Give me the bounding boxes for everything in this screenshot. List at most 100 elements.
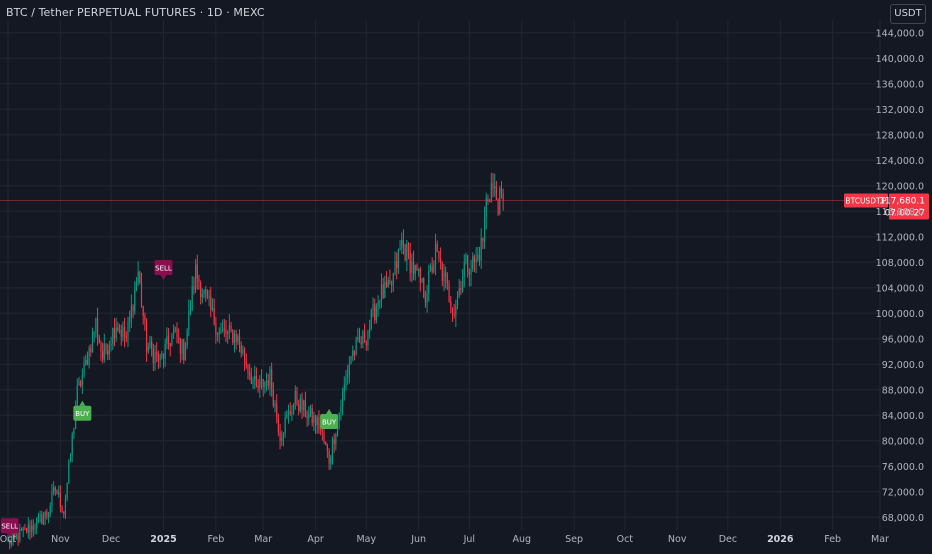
signal-pointer <box>6 533 13 539</box>
candle <box>365 340 367 351</box>
candle <box>144 312 146 331</box>
candle-body <box>490 183 492 202</box>
candle <box>105 343 107 355</box>
candle-body <box>289 411 291 414</box>
candle <box>419 266 421 292</box>
candle <box>176 322 178 344</box>
candle-body <box>188 310 190 330</box>
candle-body <box>272 389 274 406</box>
x-tick-label: Feb <box>824 534 841 545</box>
candle-body <box>178 337 180 339</box>
candle <box>309 404 312 418</box>
candle-body <box>27 524 29 533</box>
currency-button[interactable]: USDT <box>890 4 926 24</box>
candle-body <box>279 432 281 442</box>
y-tick-label: 140,000.0 <box>876 54 924 65</box>
candle <box>445 266 447 289</box>
candle-body <box>129 317 131 322</box>
candle-body <box>181 339 183 354</box>
candle <box>194 259 197 294</box>
candle <box>379 299 381 310</box>
candle-body <box>265 380 268 383</box>
candle <box>200 280 202 305</box>
candle <box>478 246 481 267</box>
candle-body <box>130 305 132 318</box>
candle-body <box>328 450 330 464</box>
candle-body <box>196 264 198 279</box>
candle <box>345 370 347 391</box>
y-tick-label: 136,000.0 <box>876 79 924 90</box>
candle-body <box>53 487 55 493</box>
candle <box>325 441 327 446</box>
candle-body <box>372 304 374 311</box>
candle <box>257 379 259 393</box>
candle-body <box>36 518 38 529</box>
candle <box>431 257 433 275</box>
signal-badge <box>0 518 19 534</box>
candle-body <box>480 237 482 261</box>
candle <box>502 188 504 211</box>
candle <box>218 327 220 344</box>
x-tick-label: May <box>356 534 376 545</box>
candle-body <box>500 188 503 194</box>
candle <box>483 206 486 249</box>
signal-label: BUY <box>75 410 90 418</box>
candle-body <box>502 193 504 201</box>
buy-signal: BUY <box>73 400 92 421</box>
candle-body <box>426 293 428 303</box>
candle-body <box>206 291 209 298</box>
candle-body <box>313 415 315 424</box>
candle-body <box>117 327 119 331</box>
candle <box>242 345 244 356</box>
candle-body <box>458 287 460 296</box>
candle <box>286 410 288 420</box>
candle <box>455 299 457 327</box>
candle <box>198 274 200 290</box>
candle <box>269 366 271 396</box>
candle <box>44 510 46 526</box>
candle <box>453 304 455 319</box>
candle-body <box>358 337 361 342</box>
symbol-tag-text: BTCUSDT.P <box>845 197 887 206</box>
candle <box>7 534 9 543</box>
candle-body <box>120 329 122 337</box>
candle <box>495 180 497 201</box>
candle-body <box>147 346 149 352</box>
candle <box>95 317 97 338</box>
candle-body <box>269 369 271 386</box>
x-tick-label: Apr <box>307 534 324 545</box>
candle <box>482 237 484 250</box>
candle <box>91 327 94 353</box>
candle <box>255 367 258 388</box>
candle-body <box>22 527 24 531</box>
candle-body <box>389 280 391 285</box>
candle <box>301 392 303 420</box>
candle <box>331 436 334 465</box>
candle <box>189 300 192 316</box>
candle <box>73 427 75 439</box>
candle-body <box>434 243 437 264</box>
candle-body <box>12 532 14 539</box>
candle-body <box>220 329 222 332</box>
candle-body <box>183 339 185 361</box>
candle-body <box>83 363 85 376</box>
candle-body <box>127 321 129 338</box>
candle <box>494 173 496 197</box>
candle-body <box>54 487 56 490</box>
candle-body <box>259 380 261 388</box>
candle-body <box>441 263 443 282</box>
candle <box>252 376 254 389</box>
candle-body <box>497 199 499 214</box>
candle <box>294 385 296 410</box>
candle-body <box>34 528 36 530</box>
candle-body <box>193 286 195 290</box>
candle-body <box>433 263 435 273</box>
signal-label: BUY <box>322 418 337 426</box>
candle-body <box>156 352 158 354</box>
candle <box>311 404 313 427</box>
candle <box>279 423 281 450</box>
candle-body <box>105 344 107 351</box>
candle <box>318 410 320 434</box>
